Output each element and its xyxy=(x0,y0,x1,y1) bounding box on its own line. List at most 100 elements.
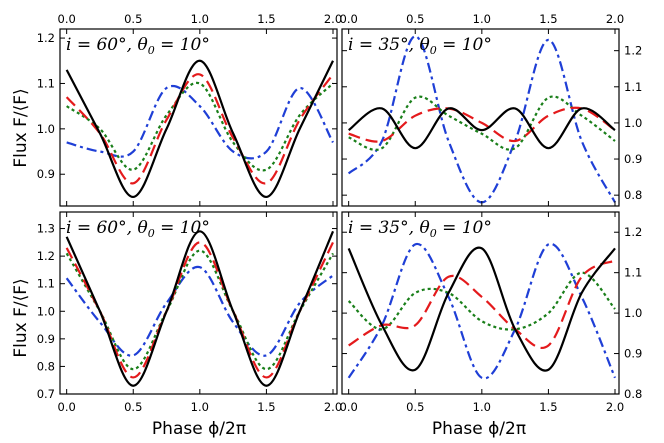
panel-top-left: 0.0 0.5 1.0 1.5 2.0 0.9 1.0 1.1 1.2 i = 60°, θ0 … xyxy=(37,12,342,207)
series-lines xyxy=(65,59,334,199)
series-dashed xyxy=(65,241,334,379)
x-tick-label-top: 1.0 xyxy=(191,12,209,26)
ticks: 0.0 0.5 1.0 1.5 2.00.8 0.9 1.0 1.1 1.2 xyxy=(340,212,642,414)
x-tick-label: 1.5 xyxy=(539,400,557,414)
x-tick-label: 2.0 xyxy=(606,400,624,414)
series-dashed xyxy=(348,106,616,143)
y-tick-label: 0.9 xyxy=(624,347,642,361)
x-tick-label-top: 0.0 xyxy=(58,12,76,26)
x-tick-label-top: 2.0 xyxy=(324,12,342,26)
x-tick-label: 0.0 xyxy=(340,400,358,414)
series-solid xyxy=(347,246,616,372)
x-tick-label-top: 1.5 xyxy=(539,12,557,26)
ticks: 0.0 0.5 1.0 1.5 2.0 0.8 0.9 1.0 1.1 1.2 xyxy=(340,12,642,206)
series-solid xyxy=(347,107,616,150)
panel-title: i = 60°, θ0 = 10° xyxy=(66,35,210,57)
x-tick-label-top: 0.5 xyxy=(406,12,424,26)
y-tick-label: 1.2 xyxy=(37,31,55,45)
title-part-a: i = 35 xyxy=(348,218,400,238)
title-part-a: i = 35 xyxy=(348,35,400,55)
y-tick-label: 1.1 xyxy=(624,266,642,280)
panel-bottom-left: 0.0 0.5 1.0 1.5 2.0 0.7 0.8 0.9 1.0 1.1 1.2 1.3 i =… xyxy=(37,211,342,414)
title-part-b: °, xyxy=(400,35,419,55)
panel-frame xyxy=(341,211,620,395)
series-lines xyxy=(65,230,335,387)
y-tick-label: 1.1 xyxy=(37,76,55,90)
y-tick-label: 1.0 xyxy=(624,116,642,130)
series-dotted xyxy=(348,95,616,151)
y-tick-label: 1.2 xyxy=(624,225,642,239)
y-tick-label: 0.8 xyxy=(624,188,642,202)
y-tick-label: 0.9 xyxy=(37,332,55,346)
panel-top-right: 0.0 0.5 1.0 1.5 2.0 0.8 0.9 1.0 1.1 1.2 i = 35°, … xyxy=(340,12,642,207)
x-tick-label: 0.5 xyxy=(406,400,424,414)
y-tick-label: 1.0 xyxy=(37,304,55,318)
y-tick-label: 1.0 xyxy=(37,122,55,136)
series-dashed xyxy=(348,259,616,349)
y-tick-label: 0.7 xyxy=(37,387,55,401)
ylabel-bottom: Flux F/⟨F⟩ xyxy=(11,278,31,357)
ylabel-top: Flux F/⟨F⟩ xyxy=(11,88,31,167)
x-tick-label: 1.5 xyxy=(257,400,275,414)
x-tick-label: 2.0 xyxy=(324,400,342,414)
title-part-b: °, xyxy=(118,218,137,238)
y-tick-label: 1.1 xyxy=(624,80,642,94)
series-solid xyxy=(65,59,334,199)
panel-frame xyxy=(59,28,338,207)
y-tick-label: 0.8 xyxy=(624,387,642,401)
series-dashdot xyxy=(347,35,616,204)
title-part-e: = 10° xyxy=(437,35,492,55)
x-tick-label-top: 0.0 xyxy=(340,12,358,26)
title-part-d: 0 xyxy=(430,227,437,240)
title-part-e: = 10° xyxy=(437,218,492,238)
x-tick-label: 0.5 xyxy=(124,400,142,414)
series-solid xyxy=(65,230,335,387)
title-part-e: = 10° xyxy=(155,218,210,238)
title-part-d: 0 xyxy=(430,44,437,57)
title-part-c: θ xyxy=(137,35,147,55)
title-part-c: θ xyxy=(419,218,429,238)
y-tick-label: 1.1 xyxy=(37,277,55,291)
panel-frame xyxy=(59,211,338,395)
xlabel-right: Phase ϕ/2π xyxy=(432,419,526,439)
title-part-d: 0 xyxy=(148,44,155,57)
y-tick-label: 1.2 xyxy=(624,44,642,58)
series-dotted xyxy=(65,249,334,371)
x-tick-label-top: 1.0 xyxy=(473,12,491,26)
y-tick-label: 0.9 xyxy=(624,152,642,166)
x-tick-label: 0.0 xyxy=(58,400,76,414)
x-tick-label: 1.0 xyxy=(191,400,209,414)
series-lines xyxy=(347,35,616,204)
panel-bottom-right: 0.0 0.5 1.0 1.5 2.00.8 0.9 1.0 1.1 1.2 i = 35°, … xyxy=(340,211,642,414)
series-lines xyxy=(347,242,617,380)
title-part-e: = 10° xyxy=(155,35,210,55)
title-part-d: 0 xyxy=(148,227,155,240)
y-tick-label: 1.3 xyxy=(37,222,55,236)
ticks: 0.0 0.5 1.0 1.5 2.0 0.9 1.0 1.1 1.2 xyxy=(37,12,342,206)
panel-title: i = 60°, θ0 = 10° xyxy=(66,218,210,240)
x-tick-label: 1.0 xyxy=(473,400,491,414)
title-part-c: θ xyxy=(419,35,429,55)
y-tick-label: 0.8 xyxy=(37,359,55,373)
series-dotted xyxy=(66,81,334,172)
panel-title: i = 35°, θ0 = 10° xyxy=(348,218,492,240)
title-part-b: °, xyxy=(400,218,419,238)
series-dashdot xyxy=(347,242,617,380)
panel-title: i = 35°, θ0 = 10° xyxy=(348,35,492,57)
y-tick-label: 1.2 xyxy=(37,249,55,263)
xlabel-left: Phase ϕ/2π xyxy=(152,419,246,439)
y-tick-label: 1.0 xyxy=(624,306,642,320)
title-part-a: i = 60 xyxy=(66,35,118,55)
series-dashdot xyxy=(65,266,334,357)
title-part-c: θ xyxy=(137,218,147,238)
y-tick-label: 0.9 xyxy=(37,167,55,181)
title-part-a: i = 60 xyxy=(66,218,118,238)
x-tick-label-top: 0.5 xyxy=(124,12,142,26)
title-part-b: °, xyxy=(118,35,137,55)
ticks: 0.0 0.5 1.0 1.5 2.0 0.7 0.8 0.9 1.0 1.1 1.2 1.3 xyxy=(37,212,342,414)
panel-frame xyxy=(341,28,620,207)
x-tick-label-top: 1.5 xyxy=(257,12,275,26)
series-dashed xyxy=(65,73,334,185)
x-tick-label-top: 2.0 xyxy=(606,12,624,26)
